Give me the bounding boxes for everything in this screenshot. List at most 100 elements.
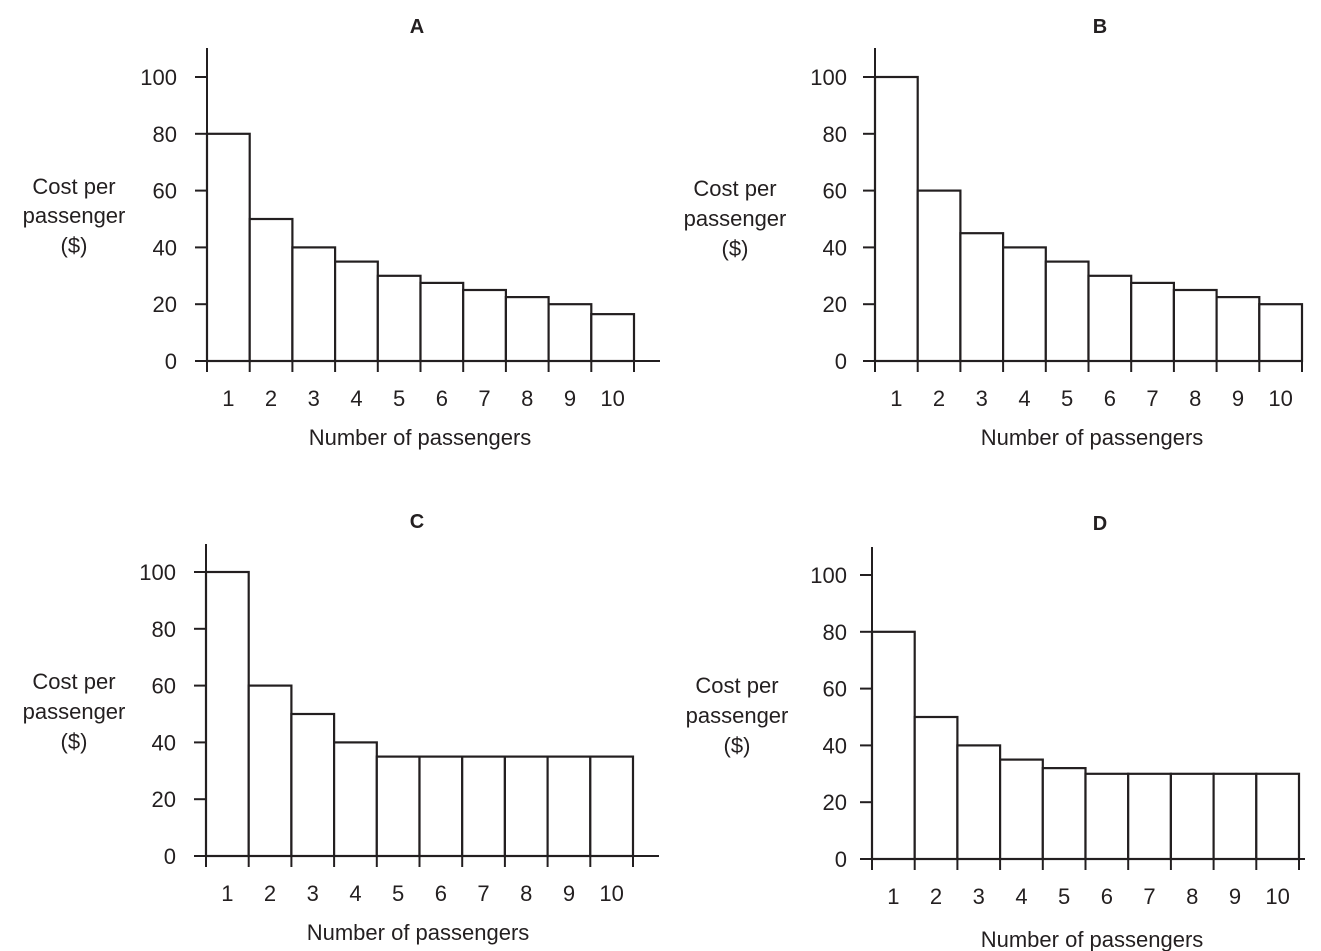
- y-tick-label-d-100: 100: [810, 563, 847, 588]
- x-tick-label-a-4: 4: [350, 386, 362, 411]
- bar-c-3: [290, 712, 336, 858]
- bar-a-3: [291, 246, 337, 363]
- x-tick-label-c-7: 7: [477, 881, 489, 906]
- bar-d-8: [1169, 772, 1215, 861]
- y-tick-label-c-100: 100: [139, 560, 176, 585]
- bar-a-10: [590, 313, 636, 363]
- y-tick-label-c-80: 80: [152, 617, 176, 642]
- y-axis-label-c-line-3: ($): [61, 729, 88, 754]
- x-tick-label-c-6: 6: [435, 881, 447, 906]
- y-tick-label-d-60: 60: [823, 677, 847, 702]
- y-tick-label-a-20: 20: [153, 292, 177, 317]
- x-tick-label-d-7: 7: [1143, 884, 1155, 909]
- x-tick-label-a-6: 6: [436, 386, 448, 411]
- x-tick-label-d-10: 10: [1265, 884, 1289, 909]
- panel-title-c: C: [410, 511, 424, 533]
- y-axis-label-c-line-1: Cost per: [32, 669, 115, 694]
- panel-title-b: B: [1093, 16, 1107, 38]
- bar-a-9: [547, 303, 593, 363]
- bar-c-9: [546, 755, 592, 858]
- bar-a-6: [419, 281, 465, 363]
- panel-title-d: D: [1093, 513, 1107, 535]
- x-tick-label-a-7: 7: [478, 386, 490, 411]
- x-tick-label-d-6: 6: [1101, 884, 1113, 909]
- y-tick-label-a-60: 60: [153, 179, 177, 204]
- bar-b-5: [1044, 260, 1090, 363]
- x-tick-label-b-2: 2: [933, 386, 945, 411]
- bar-b-4: [1001, 246, 1047, 363]
- bar-b-8: [1172, 288, 1218, 363]
- x-tick-label-c-1: 1: [221, 881, 233, 906]
- bar-c-4: [333, 741, 378, 858]
- x-tick-label-d-8: 8: [1186, 884, 1198, 909]
- bar-d-5: [1041, 767, 1087, 861]
- x-tick-label-d-5: 5: [1058, 884, 1070, 909]
- panel-title-a: A: [410, 16, 424, 38]
- y-axis-label-d-line-3: ($): [724, 733, 751, 758]
- x-tick-label-a-10: 10: [600, 386, 624, 411]
- y-tick-label-a-80: 80: [153, 122, 177, 147]
- y-tick-label-b-40: 40: [823, 235, 847, 260]
- y-axis-label-a-line-3: ($): [61, 233, 88, 258]
- y-tick-label-a-100: 100: [140, 65, 177, 90]
- y-tick-label-b-60: 60: [823, 179, 847, 204]
- y-tick-label-d-0: 0: [835, 847, 847, 872]
- x-tick-label-a-1: 1: [222, 386, 234, 411]
- bar-d-1: [870, 630, 916, 861]
- bar-c-6: [418, 755, 464, 858]
- x-tick-label-b-8: 8: [1189, 386, 1201, 411]
- x-tick-label-d-2: 2: [930, 884, 942, 909]
- x-axis-label-a: Number of passengers: [309, 425, 532, 450]
- bar-b-3: [959, 232, 1005, 363]
- bar-d-2: [913, 715, 959, 861]
- y-tick-label-c-60: 60: [152, 674, 176, 699]
- x-tick-label-d-4: 4: [1015, 884, 1027, 909]
- bar-b-1: [873, 75, 919, 363]
- x-tick-label-c-3: 3: [307, 881, 319, 906]
- y-tick-label-c-0: 0: [164, 844, 176, 869]
- x-axis-label-b: Number of passengers: [981, 425, 1204, 450]
- x-tick-label-b-9: 9: [1232, 386, 1244, 411]
- bar-d-4: [998, 758, 1044, 861]
- chart-panel-d: D 0 20 40 60 80 100 1 2 3 4 5 6 7 8 9 10 Number of passen…: [686, 513, 1305, 951]
- bar-a-8: [504, 296, 550, 363]
- bar-d-6: [1084, 772, 1130, 861]
- x-tick-label-c-10: 10: [599, 881, 623, 906]
- x-tick-label-c-4: 4: [349, 881, 361, 906]
- y-axis-label-d-line-2: passenger: [686, 703, 789, 728]
- bar-b-9: [1215, 296, 1261, 363]
- y-tick-label-a-0: 0: [165, 349, 177, 374]
- x-tick-label-d-9: 9: [1229, 884, 1241, 909]
- y-axis-label-b-line-1: Cost per: [693, 176, 776, 201]
- y-tick-label-c-40: 40: [152, 730, 176, 755]
- y-tick-label-a-40: 40: [153, 235, 177, 260]
- x-tick-label-c-8: 8: [520, 881, 532, 906]
- x-tick-label-b-6: 6: [1104, 386, 1116, 411]
- y-axis-label-b-line-3: ($): [722, 236, 749, 261]
- bar-b-6: [1087, 274, 1133, 363]
- x-tick-label-a-5: 5: [393, 386, 405, 411]
- y-tick-label-c-20: 20: [152, 787, 176, 812]
- chart-panel-a: A 0 20 40 60 80 100 1 2 3 4 5 6 7 8 9 10 Number of passen…: [23, 16, 660, 450]
- bar-a-7: [462, 288, 508, 363]
- bar-b-2: [916, 189, 962, 363]
- y-tick-label-b-100: 100: [810, 65, 847, 90]
- y-axis-label-d-line-1: Cost per: [695, 673, 778, 698]
- y-tick-label-d-20: 20: [823, 790, 847, 815]
- bar-d-9: [1212, 772, 1258, 861]
- y-tick-label-d-80: 80: [823, 620, 847, 645]
- y-tick-label-b-0: 0: [835, 349, 847, 374]
- x-tick-label-b-3: 3: [976, 386, 988, 411]
- bar-c-10: [589, 755, 635, 858]
- bar-c-2: [247, 684, 293, 858]
- bar-a-1: [205, 132, 251, 363]
- bar-c-7: [461, 755, 507, 858]
- y-axis-label-c-line-2: passenger: [23, 699, 126, 724]
- bar-c-8: [503, 755, 549, 858]
- x-tick-label-a-8: 8: [521, 386, 533, 411]
- bar-b-10: [1258, 303, 1304, 363]
- bar-b-7: [1130, 281, 1175, 363]
- x-tick-label-a-9: 9: [564, 386, 576, 411]
- x-tick-label-b-7: 7: [1146, 386, 1158, 411]
